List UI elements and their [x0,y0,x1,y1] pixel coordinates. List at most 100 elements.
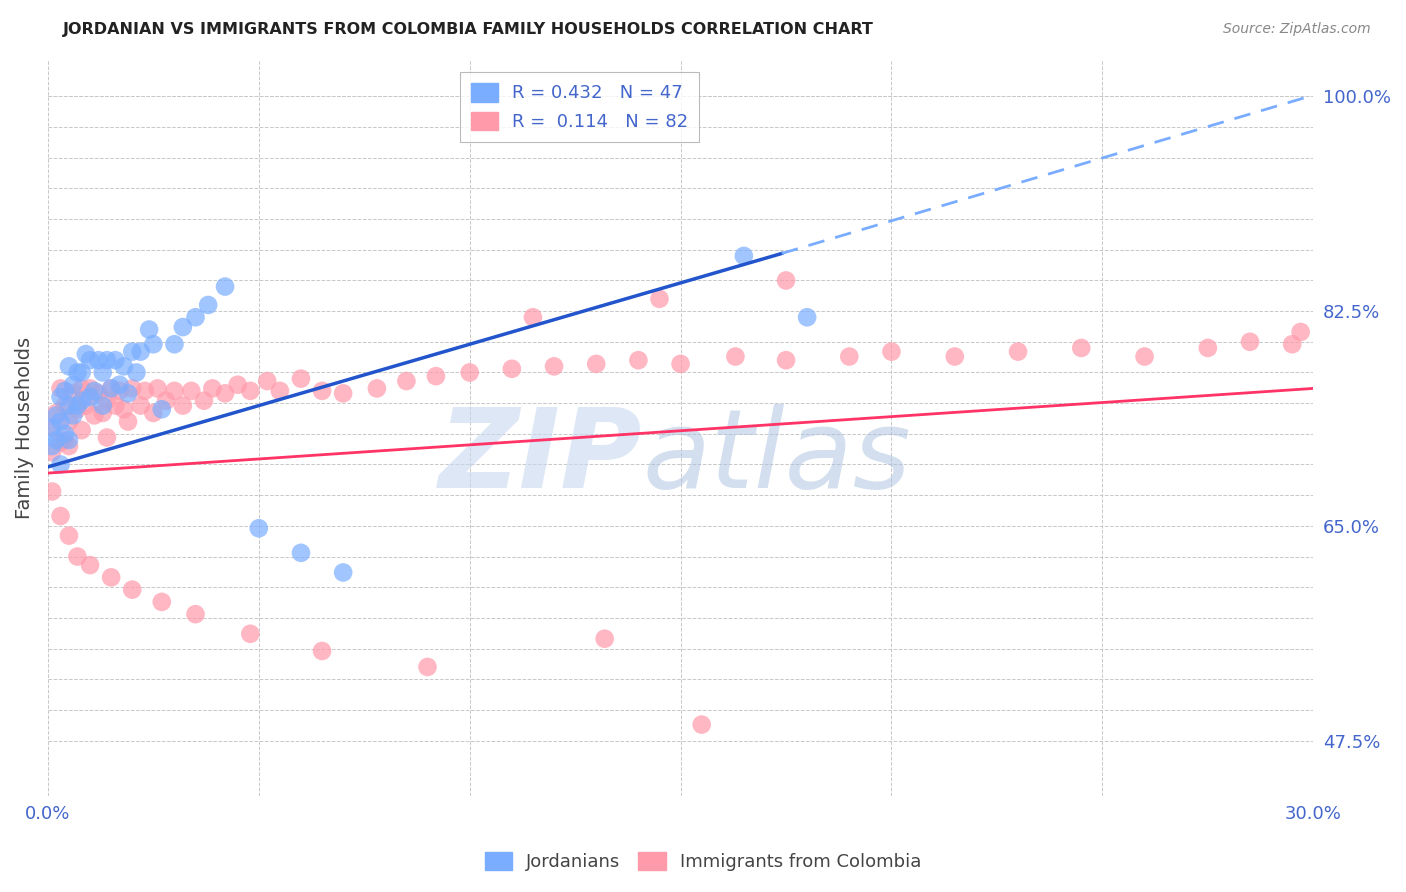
Point [104,399,127,413]
Point [648,292,671,306]
Point [117,386,139,401]
Point [58,399,80,413]
Point [58,359,80,374]
Point [79,558,101,573]
Point [41,484,63,499]
Point [87,386,110,401]
Point [91,406,114,420]
Point [96,353,118,368]
Point [129,344,152,359]
Point [201,381,224,395]
Point [53,384,76,398]
Point [104,353,127,368]
Point [49,381,72,395]
Point [112,402,135,417]
Point [311,644,333,658]
Point [58,439,80,453]
Point [150,402,173,417]
Point [796,310,818,325]
Point [121,381,143,395]
Point [58,433,80,447]
Point [184,607,207,622]
Point [290,546,312,560]
Point [66,399,89,413]
Point [366,381,388,395]
Point [247,521,270,535]
Point [41,439,63,453]
Point [142,337,165,351]
Point [62,386,84,401]
Point [332,386,354,401]
Point [943,350,966,364]
Point [226,377,249,392]
Point [49,508,72,523]
Point [193,393,215,408]
Point [585,357,607,371]
Point [49,435,72,450]
Point [724,350,747,364]
Point [108,377,131,392]
Point [91,399,114,413]
Point [62,377,84,392]
Point [256,374,278,388]
Point [121,582,143,597]
Point [1289,325,1312,339]
Point [75,347,97,361]
Point [146,381,169,395]
Point [49,390,72,404]
Point [125,366,148,380]
Point [100,570,122,584]
Point [108,384,131,398]
Point [87,353,110,368]
Legend: Jordanians, Immigrants from Colombia: Jordanians, Immigrants from Colombia [478,845,928,879]
Point [163,337,186,351]
Point [45,406,67,420]
Point [138,322,160,336]
Point [70,423,93,437]
Point [79,353,101,368]
Point [53,426,76,441]
Point [669,357,692,371]
Point [180,384,202,398]
Point [100,381,122,395]
Point [53,399,76,413]
Point [214,279,236,293]
Point [416,660,439,674]
Point [134,384,156,398]
Point [70,381,93,395]
Point [425,369,447,384]
Point [775,273,797,287]
Point [96,393,118,408]
Point [239,384,262,398]
Point [458,366,481,380]
Point [49,415,72,429]
Text: Source: ZipAtlas.com: Source: ZipAtlas.com [1223,22,1371,37]
Point [775,353,797,368]
Point [395,374,418,388]
Y-axis label: Family Households: Family Households [15,336,34,519]
Point [58,415,80,429]
Point [155,393,177,408]
Legend: R = 0.432   N = 47, R =  0.114   N = 82: R = 0.432 N = 47, R = 0.114 N = 82 [460,72,699,142]
Point [58,529,80,543]
Text: ZIP: ZIP [439,403,643,510]
Point [501,361,523,376]
Point [1007,344,1029,359]
Point [239,627,262,641]
Point [543,359,565,374]
Point [522,310,544,325]
Point [1239,334,1261,349]
Text: JORDANIAN VS IMMIGRANTS FROM COLOMBIA FAMILY HOUSEHOLDS CORRELATION CHART: JORDANIAN VS IMMIGRANTS FROM COLOMBIA FA… [63,22,875,37]
Point [62,409,84,423]
Point [117,415,139,429]
Point [184,310,207,325]
Point [70,393,93,408]
Point [1070,341,1092,355]
Point [690,717,713,731]
Point [150,595,173,609]
Point [49,458,72,472]
Point [53,433,76,447]
Point [66,366,89,380]
Point [96,430,118,444]
Point [66,549,89,564]
